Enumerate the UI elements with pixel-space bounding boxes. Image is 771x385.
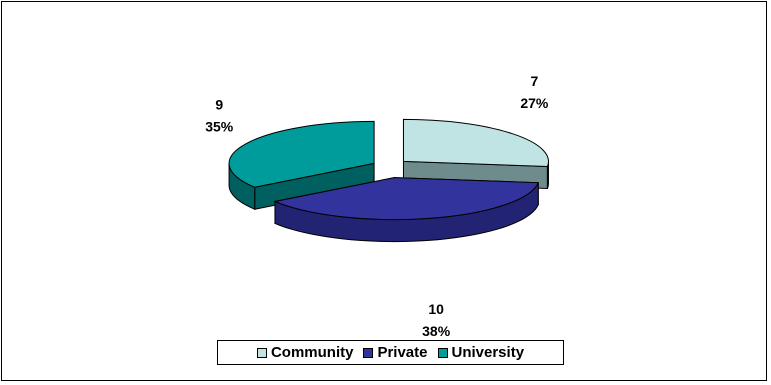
legend-item-private: Private bbox=[363, 344, 428, 361]
value-label-university: 9 bbox=[215, 96, 223, 112]
pie-slice-community bbox=[402, 118, 549, 190]
legend-label-university: University bbox=[451, 344, 525, 361]
value-label-community: 7 bbox=[530, 73, 538, 89]
legend-swatch-private bbox=[363, 347, 374, 358]
pie-slice-private bbox=[273, 177, 539, 243]
legend-item-community: Community bbox=[256, 344, 354, 361]
percent-label-university: 35% bbox=[205, 118, 234, 134]
legend-swatch-university bbox=[437, 347, 448, 358]
pie-slice-university bbox=[228, 120, 375, 211]
value-label-private: 10 bbox=[428, 301, 444, 317]
legend-label-community: Community bbox=[270, 344, 354, 361]
legend: Community Private University bbox=[217, 340, 564, 365]
percent-label-community: 27% bbox=[520, 95, 549, 111]
percent-label-private: 38% bbox=[422, 323, 451, 339]
legend-label-private: Private bbox=[377, 344, 428, 361]
legend-swatch-community bbox=[256, 347, 267, 358]
legend-item-university: University bbox=[437, 344, 525, 361]
